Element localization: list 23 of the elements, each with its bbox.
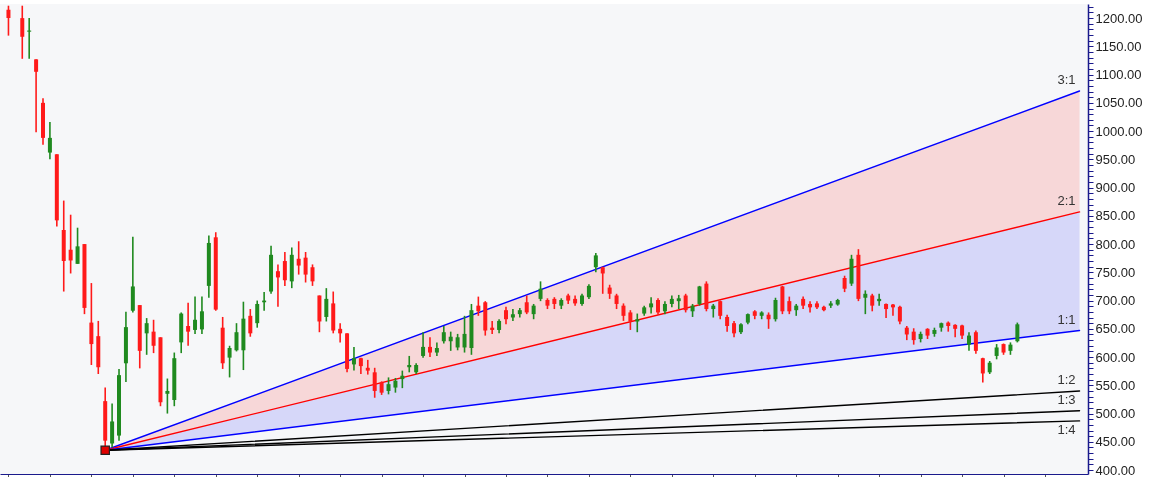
y-tick-label: 650.00 xyxy=(1095,321,1136,337)
y-tick-label: 900.00 xyxy=(1095,180,1136,196)
y-tick-label: 850.00 xyxy=(1095,208,1136,224)
y-tick-label: 800.00 xyxy=(1095,236,1136,252)
series-label: 2:1 xyxy=(1057,192,1076,208)
y-tick-label: 1100.00 xyxy=(1095,67,1142,83)
y-tick-label: 1050.00 xyxy=(1095,95,1143,111)
y-tick-label: 500.00 xyxy=(1095,406,1136,422)
y-tick-label: 600.00 xyxy=(1095,349,1136,365)
series-label: 1:2 xyxy=(1057,371,1076,387)
y-tick-label: 1200.00 xyxy=(1095,10,1143,26)
series-label: 1:4 xyxy=(1057,421,1076,437)
y-tick-label: 400.00 xyxy=(1095,462,1136,477)
y-tick-label: 1000.00 xyxy=(1095,123,1143,139)
y-tick-label: 1150.00 xyxy=(1095,38,1142,54)
y-tick-label: 950.00 xyxy=(1095,151,1136,167)
y-tick-label: 450.00 xyxy=(1095,434,1136,450)
series-label: 1:1 xyxy=(1057,311,1076,327)
y-tick-label: 750.00 xyxy=(1095,264,1136,280)
y-tick-label: 550.00 xyxy=(1095,377,1136,393)
y-tick-label: 700.00 xyxy=(1095,293,1136,309)
series-label: 1:3 xyxy=(1057,391,1076,407)
series-label: 3:1 xyxy=(1057,72,1076,87)
